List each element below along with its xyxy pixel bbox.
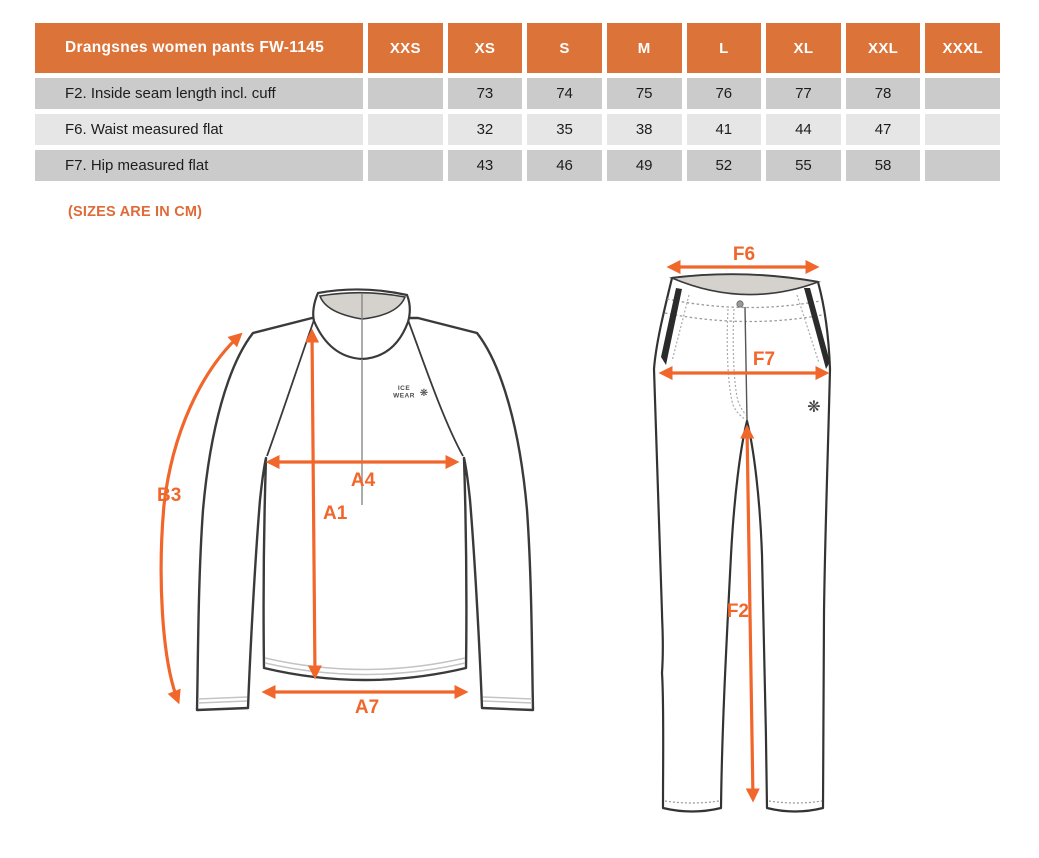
measurement-arrow-f2 bbox=[740, 424, 760, 803]
cell-value: 76 bbox=[686, 78, 762, 109]
sweater-diagram: ICE WEAR ❋ B3 A4 A1 A7 bbox=[157, 288, 535, 718]
cell-value bbox=[368, 78, 443, 109]
pocket-right bbox=[804, 288, 830, 369]
cell-value: 75 bbox=[606, 78, 682, 109]
row-label: F6. Waist measured flat bbox=[35, 114, 363, 145]
cell-value: 44 bbox=[766, 114, 841, 145]
measurement-label-a1: A1 bbox=[323, 503, 348, 524]
cell-value: 77 bbox=[766, 78, 841, 109]
table-row-inside-seam: F2. Inside seam length incl. cuff 73 74 … bbox=[35, 78, 1000, 109]
measurement-label-f6: F6 bbox=[733, 244, 755, 265]
hem-stitch bbox=[264, 657, 466, 676]
cell-value: 38 bbox=[606, 114, 682, 145]
cell-value bbox=[368, 114, 443, 145]
cell-value: 52 bbox=[686, 150, 762, 181]
table-row-waist: F6. Waist measured flat 32 35 38 41 44 4… bbox=[35, 114, 1000, 145]
cell-value: 58 bbox=[845, 150, 921, 181]
waistband-inner bbox=[668, 273, 822, 296]
pocket-left bbox=[661, 288, 682, 365]
product-title: Drangsnes women pants FW-1145 bbox=[35, 23, 363, 73]
snowflake-icon: ❋ bbox=[420, 388, 428, 399]
size-col-m: M bbox=[606, 23, 682, 73]
size-col-xs: XS bbox=[447, 23, 523, 73]
size-col-xl: XL bbox=[766, 23, 841, 73]
cell-value: 32 bbox=[447, 114, 523, 145]
pants-body-outline bbox=[652, 273, 832, 813]
size-col-xxxl: XXXL bbox=[925, 23, 1000, 73]
cell-value: 43 bbox=[447, 150, 523, 181]
hem-stitch-left bbox=[664, 800, 720, 804]
waist-button bbox=[736, 300, 744, 308]
cell-value bbox=[925, 78, 1000, 109]
measurement-label-f7: F7 bbox=[753, 349, 775, 370]
raglan-seam-right bbox=[407, 319, 464, 457]
sizes-unit-note: (SIZES ARE IN CM) bbox=[68, 204, 203, 220]
size-col-l: L bbox=[686, 23, 762, 73]
size-table-header-row: Drangsnes women pants FW-1145 XXS XS S M… bbox=[35, 23, 1000, 73]
size-table: Drangsnes women pants FW-1145 XXS XS S M… bbox=[30, 18, 1005, 186]
measurement-arrow-a1 bbox=[305, 328, 322, 680]
pocket-stitch bbox=[671, 294, 820, 364]
hem-stitch-right bbox=[768, 800, 823, 804]
cell-value: 47 bbox=[845, 114, 921, 145]
measurement-label-f2: F2 bbox=[727, 601, 749, 622]
waist-stitch bbox=[664, 298, 823, 323]
cell-value: 35 bbox=[527, 114, 602, 145]
center-front-seam bbox=[744, 306, 748, 421]
measurement-arrow-b3 bbox=[159, 332, 243, 705]
cell-value bbox=[925, 114, 1000, 145]
snowflake-icon: ❋ bbox=[807, 397, 820, 416]
cuff-stitch-right bbox=[482, 696, 533, 704]
cell-value: 55 bbox=[766, 150, 841, 181]
brand-logo-line1: ICE bbox=[398, 385, 411, 392]
row-label: F7. Hip measured flat bbox=[35, 150, 363, 181]
cell-value bbox=[368, 150, 443, 181]
row-label: F2. Inside seam length incl. cuff bbox=[35, 78, 363, 109]
measurement-label-a4: A4 bbox=[351, 470, 376, 491]
cell-value: 78 bbox=[845, 78, 921, 109]
cell-value: 74 bbox=[527, 78, 602, 109]
measurement-label-a7: A7 bbox=[355, 697, 379, 718]
brand-logo-line2: WEAR bbox=[393, 393, 415, 400]
cell-value: 49 bbox=[606, 150, 682, 181]
cell-value: 41 bbox=[686, 114, 762, 145]
cell-value: 73 bbox=[447, 78, 523, 109]
sweater-body-outline bbox=[195, 316, 535, 712]
size-col-xxs: XXS bbox=[368, 23, 443, 73]
cell-value: 46 bbox=[527, 150, 602, 181]
measurement-label-b3: B3 bbox=[157, 485, 181, 506]
cell-value bbox=[925, 150, 1000, 181]
pants-diagram: ❋ F6 F7 F2 bbox=[652, 244, 832, 813]
table-row-hip: F7. Hip measured flat 43 46 49 52 55 58 bbox=[35, 150, 1000, 181]
size-col-xxl: XXL bbox=[845, 23, 921, 73]
fly-stitch bbox=[726, 308, 747, 420]
size-col-s: S bbox=[527, 23, 602, 73]
